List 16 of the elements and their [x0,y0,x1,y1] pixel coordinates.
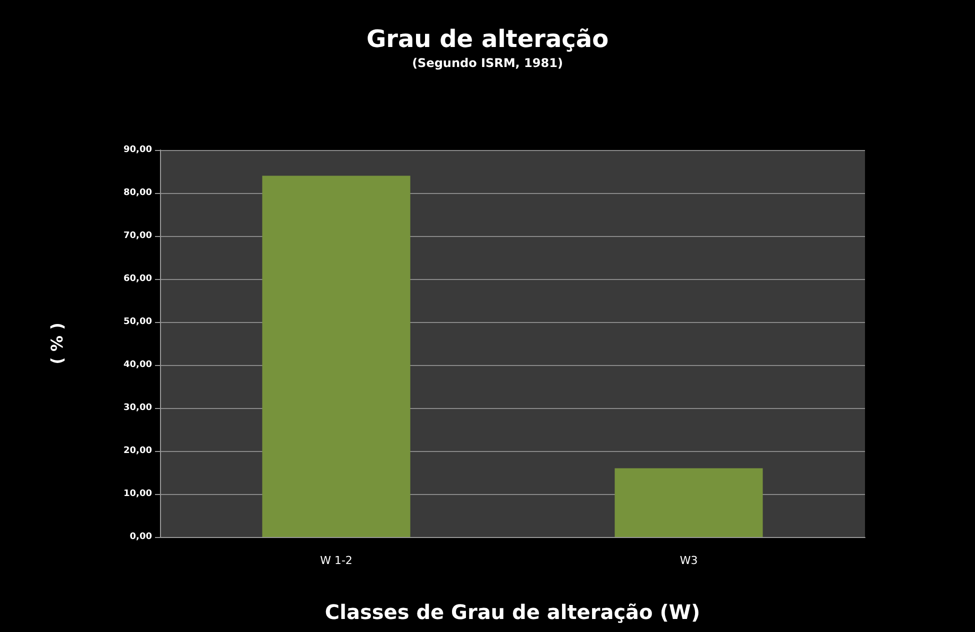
y-tick-label: 80,00 [124,188,152,198]
x-tick-label: W 1-2 [320,554,352,567]
x-tick-label: W3 [680,554,698,567]
y-tick-label: 50,00 [124,317,152,327]
y-tick-label: 20,00 [124,446,152,456]
chart-title: Grau de alteração [366,25,609,53]
y-tick-label: 90,00 [124,145,152,155]
y-tick-label: 40,00 [124,360,152,370]
y-axis-title: ( % ) [48,322,66,364]
x-axis-title: Classes de Grau de alteração (W) [324,600,700,624]
y-tick-label: 60,00 [124,274,152,284]
y-tick-label: 10,00 [124,489,152,499]
y-tick-label: 0,00 [130,532,152,542]
chart-subtitle: (Segundo ISRM, 1981) [412,56,563,70]
y-tick-label: 70,00 [124,231,152,241]
y-tick-label: 30,00 [124,403,152,413]
